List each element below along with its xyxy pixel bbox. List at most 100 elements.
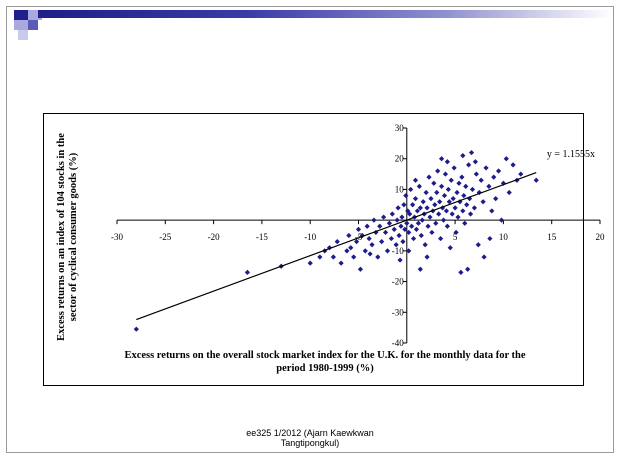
y-tick-label: 20: [395, 154, 405, 164]
x-tick-label: -5: [355, 232, 363, 242]
x-tick-label: -20: [208, 232, 220, 242]
data-point: [443, 208, 450, 214]
data-point: [377, 223, 383, 229]
data-point: [464, 202, 470, 208]
data-point: [462, 220, 468, 226]
data-point: [359, 232, 365, 239]
data-point: [451, 165, 457, 171]
x-tick-label: -25: [159, 232, 171, 242]
trendline-equation: y = 1.1555x: [547, 149, 595, 160]
data-point: [503, 156, 509, 162]
chart-area: [43, 113, 584, 386]
slide-footer: ee325 1/2012 (Ajarn Kaewkwan Tangtipongk…: [200, 428, 420, 448]
data-point: [379, 239, 385, 245]
x-tick-label: 5: [453, 232, 458, 242]
data-point: [369, 242, 375, 248]
data-point: [460, 208, 466, 214]
data-point: [481, 254, 487, 260]
data-point: [440, 217, 447, 223]
data-point: [446, 199, 452, 205]
data-point: [468, 149, 475, 156]
data-point: [412, 177, 419, 183]
data-point: [406, 248, 412, 254]
data-point: [437, 199, 443, 205]
data-point: [389, 211, 395, 217]
data-point: [459, 174, 465, 180]
data-point: [518, 171, 524, 177]
data-point: [422, 242, 428, 248]
data-point: [447, 245, 453, 251]
data-point: [458, 269, 464, 275]
data-point: [424, 254, 430, 260]
data-point: [415, 220, 421, 226]
data-point: [413, 226, 420, 232]
data-point: [463, 183, 469, 189]
data-point: [364, 223, 370, 229]
data-point: [362, 248, 368, 254]
footer-line-2: Tangtipongkul): [280, 438, 340, 448]
data-point: [410, 235, 417, 242]
data-point: [431, 180, 437, 186]
data-point: [498, 217, 505, 223]
data-point: [426, 174, 432, 180]
data-point: [435, 168, 441, 174]
data-point: [456, 180, 462, 186]
y-tick-label: -20: [392, 277, 404, 287]
data-point: [401, 202, 407, 208]
data-point: [414, 208, 421, 214]
data-point: [433, 220, 439, 226]
data-point: [396, 232, 402, 239]
data-point: [334, 239, 340, 245]
data-point: [367, 251, 373, 257]
x-tick-label: -15: [256, 232, 268, 242]
y-tick-label: -40: [392, 338, 404, 348]
data-point: [438, 235, 444, 242]
data-point: [353, 239, 360, 245]
data-point: [486, 183, 492, 189]
data-point: [371, 217, 377, 223]
data-point: [355, 226, 362, 232]
data-point: [424, 205, 430, 211]
data-point: [366, 235, 372, 242]
data-point: [338, 260, 344, 266]
data-point: [412, 196, 419, 202]
data-point: [461, 192, 467, 199]
data-point: [495, 168, 502, 174]
data-point: [445, 186, 451, 193]
data-point: [454, 189, 460, 196]
data-point: [409, 202, 416, 208]
data-point: [469, 186, 476, 193]
x-tick-label: 20: [596, 232, 606, 242]
data-point: [483, 165, 489, 171]
x-axis-label: Excess returns on the overall stock mark…: [124, 350, 526, 374]
data-point: [500, 180, 506, 186]
x-tick-label: -10: [304, 232, 316, 242]
data-point: [393, 242, 399, 248]
data-point: [478, 177, 484, 183]
data-point: [428, 196, 434, 202]
data-point: [453, 229, 459, 236]
data-point: [404, 220, 410, 226]
data-point: [475, 242, 481, 248]
data-point: [346, 232, 352, 239]
data-point: [398, 223, 404, 229]
data-point: [409, 223, 415, 229]
data-point: [357, 266, 364, 272]
data-point: [467, 211, 474, 217]
data-point: [466, 196, 473, 202]
data-point: [506, 189, 512, 196]
data-point: [466, 162, 472, 168]
data-point: [436, 211, 442, 217]
data-point: [480, 199, 486, 205]
data-point: [442, 171, 449, 177]
y-tick-label: -10: [392, 246, 404, 256]
data-point: [441, 192, 448, 199]
y-tick-label: -30: [392, 307, 404, 317]
data-point: [438, 183, 445, 189]
data-point: [487, 235, 493, 242]
data-point: [344, 248, 350, 254]
data-point: [307, 260, 313, 266]
data-point: [408, 186, 414, 193]
data-point: [533, 177, 539, 183]
